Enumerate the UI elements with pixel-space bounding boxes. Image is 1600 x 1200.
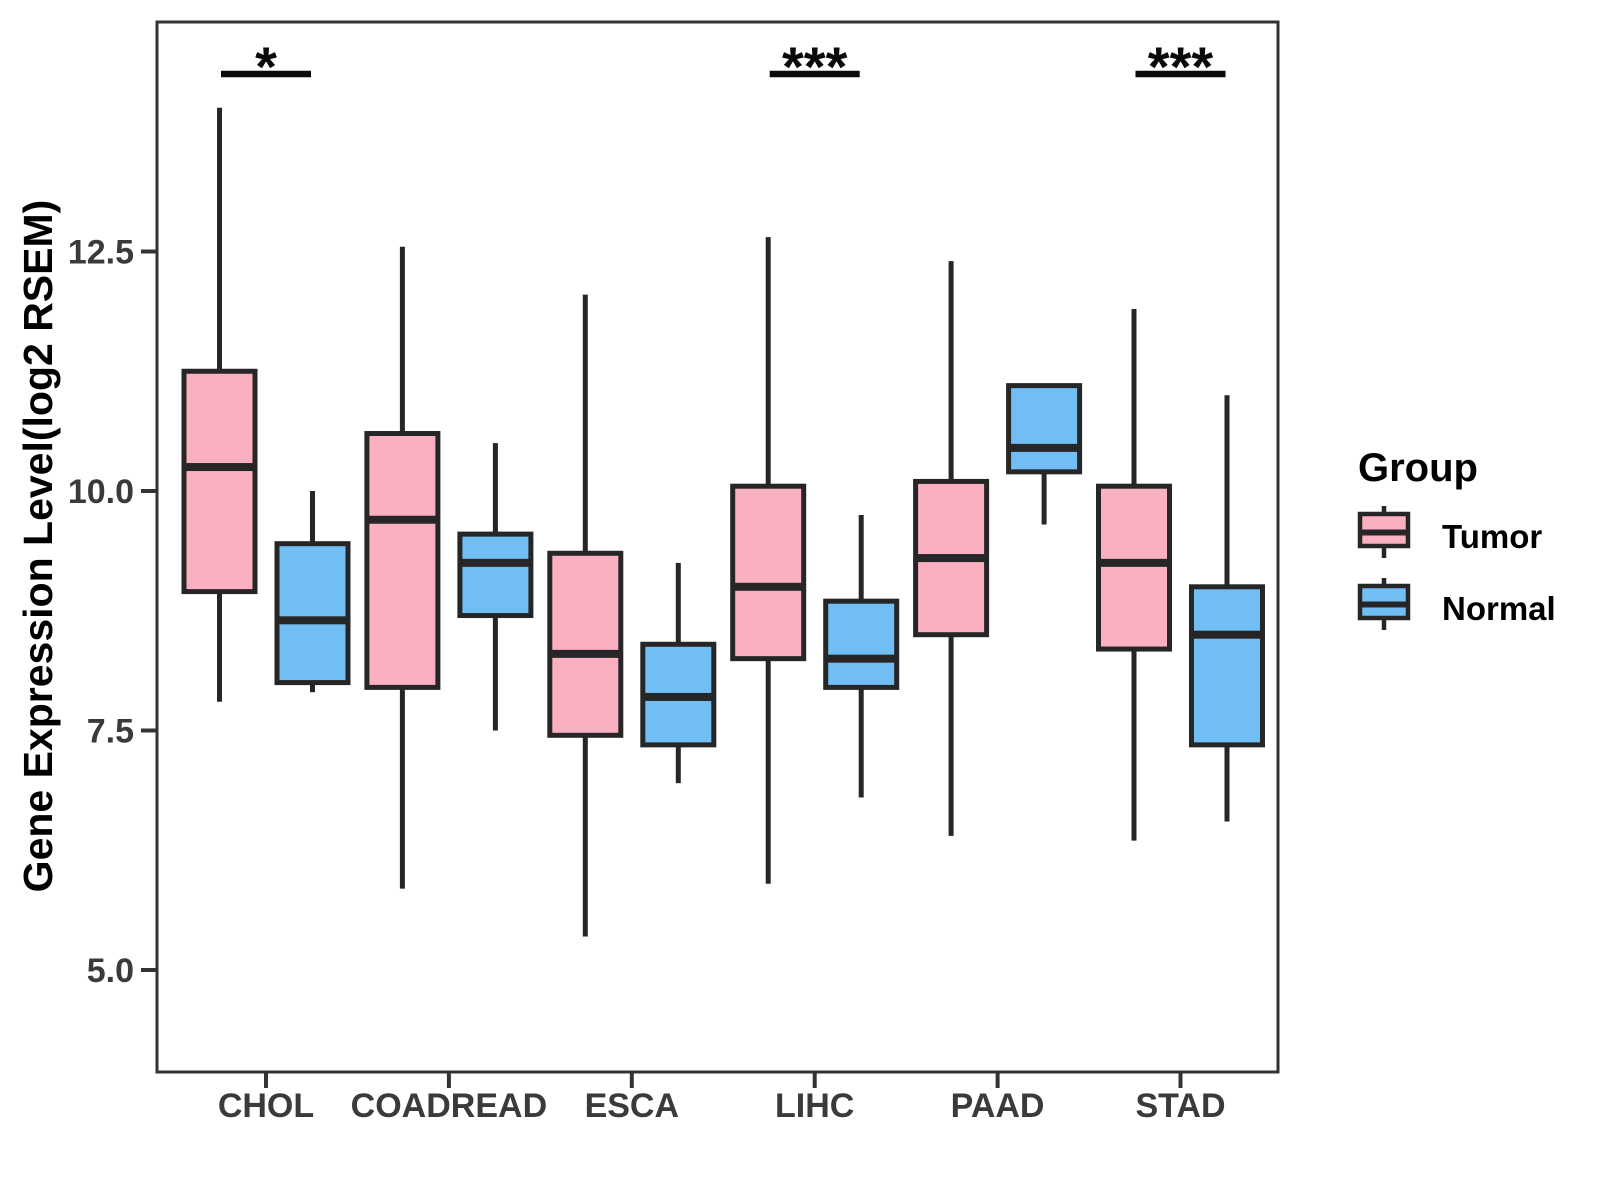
x-tick-label-CHOL: CHOL xyxy=(218,1087,314,1125)
box-Normal-CHOL xyxy=(274,541,351,686)
y-tick-label: 7.5 xyxy=(87,713,134,751)
legend: Group Tumor Normal xyxy=(1352,446,1556,641)
y-tick-label: 12.5 xyxy=(68,234,134,272)
box-Tumor-ESCA xyxy=(547,550,624,738)
median-Tumor-PAAD xyxy=(917,554,985,563)
legend-label-tumor: Tumor xyxy=(1442,518,1543,555)
median-Normal-LIHC xyxy=(827,654,895,663)
y-tick-label: 5.0 xyxy=(87,952,134,990)
median-Tumor-CHOL xyxy=(186,463,253,472)
normal-boxplot-key-icon xyxy=(1357,578,1411,630)
box-Normal-COADREAD xyxy=(457,531,534,619)
median-Tumor-ESCA xyxy=(551,649,619,658)
median-Normal-STAD xyxy=(1193,630,1261,639)
legend-title: Group xyxy=(1358,446,1478,490)
y-tick-label: 10.0 xyxy=(68,473,134,511)
median-Tumor-LIHC xyxy=(734,582,802,591)
median-Normal-PAAD xyxy=(1010,443,1078,452)
box-Normal-PAAD xyxy=(1006,383,1083,475)
median-Normal-CHOL xyxy=(279,616,346,625)
box-Normal-LIHC xyxy=(823,598,900,690)
tumor-boxplot-key-icon xyxy=(1357,506,1411,558)
box-Tumor-CHOL xyxy=(181,368,258,595)
box-Tumor-COADREAD xyxy=(364,431,441,690)
legend-label-normal: Normal xyxy=(1442,590,1556,627)
x-tick-label-STAD: STAD xyxy=(1135,1087,1225,1125)
significance-stars-LIHC: *** xyxy=(782,35,848,98)
median-Tumor-STAD xyxy=(1100,558,1168,567)
x-tick-label-LIHC: LIHC xyxy=(775,1087,854,1125)
significance-stars-CHOL: * xyxy=(255,35,277,98)
legend-item-tumor: Tumor xyxy=(1352,505,1556,569)
x-tick-label-ESCA: ESCA xyxy=(585,1087,679,1125)
median-Normal-ESCA xyxy=(644,692,712,701)
significance-stars-STAD: *** xyxy=(1148,35,1214,98)
median-Tumor-COADREAD xyxy=(368,515,436,524)
box-Normal-STAD xyxy=(1189,584,1265,748)
median-Normal-COADREAD xyxy=(461,558,529,567)
box-Tumor-LIHC xyxy=(730,483,807,662)
x-tick-label-PAAD: PAAD xyxy=(951,1087,1045,1125)
legend-items: Tumor Normal xyxy=(1352,505,1556,641)
y-axis-title: Gene Expression Level(log2 RSEM) xyxy=(15,199,61,893)
legend-item-normal: Normal xyxy=(1352,577,1556,641)
box-Tumor-STAD xyxy=(1096,483,1172,652)
x-tick-label-COADREAD: COADREAD xyxy=(351,1087,547,1125)
